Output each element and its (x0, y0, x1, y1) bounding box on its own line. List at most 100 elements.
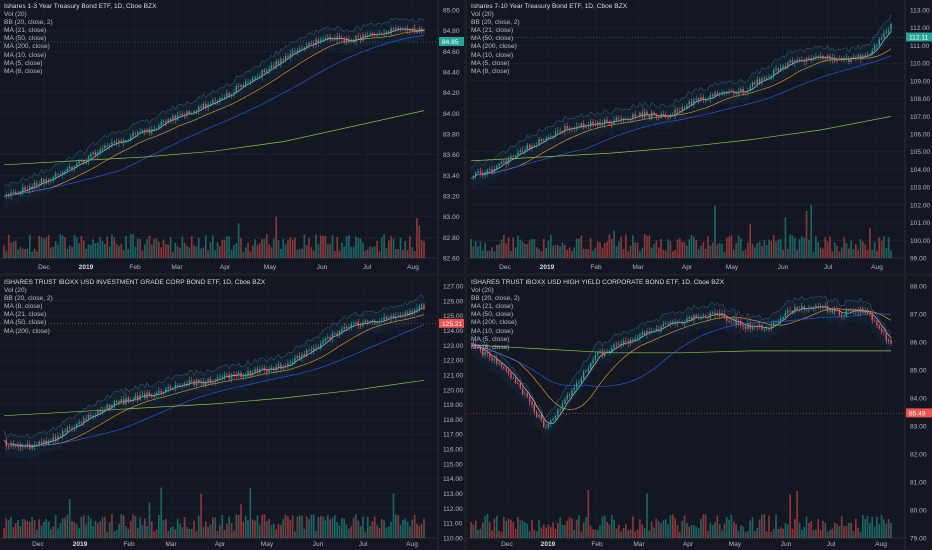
volume-bar (791, 235, 794, 258)
volume-bar (352, 517, 355, 538)
candle-body (885, 31, 888, 33)
candle-body (887, 30, 890, 32)
candle-body (761, 325, 763, 330)
volume-bar (575, 238, 578, 258)
volume-bar (606, 241, 608, 258)
candle-body (817, 305, 820, 308)
volume-bar (707, 531, 709, 538)
volume-bar (810, 204, 813, 258)
candle-body (322, 340, 324, 344)
candle-body (418, 28, 421, 33)
chart-panel-ief[interactable]: 113.00 112.00 111.00 110.00 109.00 108.00 107.… (467, 0, 932, 273)
volume-bar (535, 247, 538, 258)
candle-body (479, 347, 482, 350)
candles (472, 22, 892, 181)
candle-body (773, 70, 775, 76)
candle-body (17, 444, 19, 448)
candle-body (775, 68, 777, 71)
volume-bar (160, 247, 163, 258)
candle-body (228, 93, 230, 96)
volume-bar (721, 243, 723, 258)
candle-body (306, 45, 308, 48)
candle-body (137, 132, 139, 134)
candle-body (758, 325, 761, 327)
candle-body (52, 176, 55, 180)
volume-bar (216, 531, 219, 538)
candle-body (864, 311, 866, 313)
candle-body (310, 349, 313, 351)
volume-bar (10, 517, 12, 538)
candle-body (226, 374, 228, 376)
candle-body (221, 97, 223, 99)
candle-body (660, 114, 662, 118)
volume-bar (714, 205, 716, 258)
candle-body (625, 341, 627, 342)
candle-body (634, 338, 636, 341)
volume-bar (878, 237, 881, 258)
volume-bar (629, 529, 632, 538)
candle-body (184, 383, 186, 386)
volume-bar (521, 241, 524, 258)
volume-bar (104, 244, 106, 258)
candle-body (367, 34, 369, 36)
candle-body (632, 114, 634, 120)
candle-body (749, 86, 751, 91)
price-chart-lqd[interactable]: 127.00126.00125.00124.00123.00122.00121.… (0, 276, 464, 550)
candle-body (59, 173, 62, 175)
volume-bar (87, 244, 90, 258)
candle-body (289, 53, 292, 57)
volume-bar (345, 236, 348, 258)
price-chart-shy[interactable]: 85.0084.8084.6084.4084.2084.0083.8083.60… (0, 0, 464, 273)
candle-body (479, 171, 482, 173)
volume-bar (700, 245, 702, 258)
volume-bar (186, 245, 188, 258)
candle-body (679, 321, 681, 323)
candle-body (726, 317, 728, 321)
candle-body (338, 36, 341, 38)
candle-body (794, 307, 796, 313)
candle-body (113, 401, 116, 405)
candle-body (303, 47, 306, 49)
candle-body (132, 133, 134, 137)
chart-panel-shy[interactable]: 85.00 84.80 84.60 84.40 84.20 84.00 83.80 83.60… (0, 0, 464, 273)
volume-bar (31, 517, 33, 538)
volume-bar (144, 518, 146, 538)
candle-body (395, 28, 397, 30)
candle-body (158, 390, 160, 393)
candle-body (747, 90, 749, 93)
candle-body (822, 55, 824, 59)
candle-body (866, 311, 869, 314)
candle-body (209, 103, 212, 105)
candles (5, 24, 425, 200)
candle-body (719, 93, 721, 95)
candle-body (592, 359, 594, 364)
chart-panel-hyg[interactable]: 88.00 87.00 86.00 85.00 84.00 83.00 82.00 81.00… (467, 276, 932, 550)
candle-body (869, 313, 871, 315)
volume-bar (632, 235, 634, 258)
volume-bar (794, 519, 796, 538)
volume-bar (625, 524, 627, 538)
price-chart-hyg[interactable]: 88.0087.0086.0085.0084.0083.0082.0081.00… (467, 276, 932, 550)
price-chart-ief[interactable]: 113.00112.00111.00110.00109.00108.00107.… (467, 0, 932, 273)
candle-body (259, 368, 261, 373)
candle-body (540, 414, 543, 420)
volume-bar (61, 235, 64, 258)
candle-body (597, 122, 599, 126)
candle-body (153, 128, 155, 130)
volume-bar (547, 524, 550, 538)
volume-bar (64, 237, 66, 258)
candle-body (798, 59, 801, 62)
volume-bar (540, 251, 543, 258)
volume-bar (357, 237, 360, 258)
volume-bar (627, 251, 630, 258)
candle-body (240, 372, 242, 377)
volume-bar (418, 225, 421, 258)
volume-bar (334, 250, 336, 258)
candle-body (843, 58, 845, 60)
chart-panel-lqd[interactable]: 127.00 126.00 125.00 124.00 123.00 122.00 121.… (0, 276, 464, 550)
volume-bar (477, 246, 479, 258)
candle-body (709, 312, 712, 318)
candle-body (604, 119, 606, 124)
volume-bar (688, 239, 691, 258)
volume-bar (406, 249, 409, 258)
